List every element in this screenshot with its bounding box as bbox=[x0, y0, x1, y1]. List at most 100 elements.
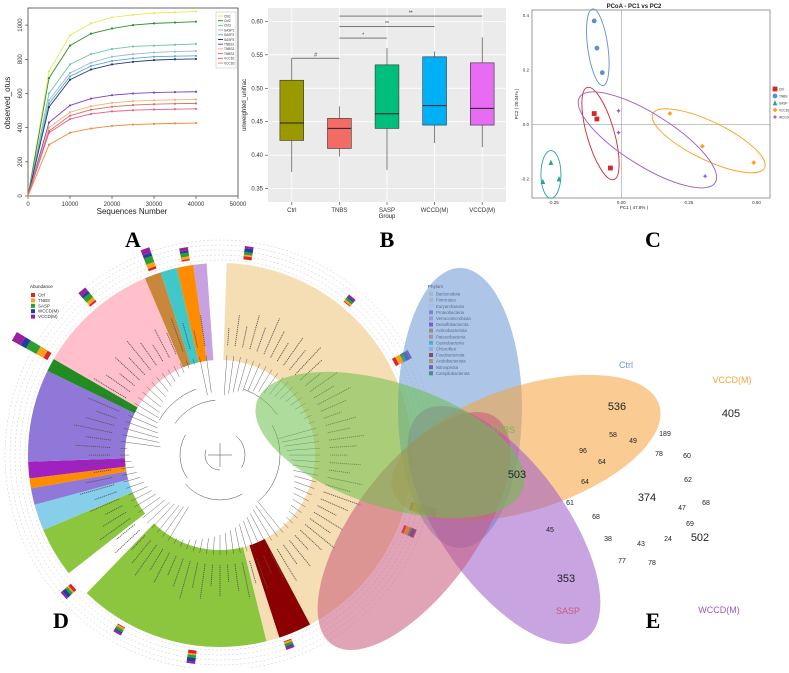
rarefaction-point bbox=[132, 57, 134, 59]
rarefaction-point bbox=[132, 53, 134, 55]
rarefaction-point bbox=[111, 27, 113, 29]
pcoa-xlabel: PC1 ( 47.8% ) bbox=[620, 205, 649, 210]
rarefaction-point bbox=[27, 195, 29, 197]
abundance-legend-swatch bbox=[31, 304, 35, 308]
venn-overlap-count: 62 bbox=[684, 477, 692, 484]
pcoa-xtick-label: 0.25 bbox=[684, 200, 693, 205]
rarefaction-point bbox=[48, 127, 50, 129]
rarefaction-point bbox=[195, 43, 197, 45]
boxplot-box bbox=[375, 65, 399, 129]
rarefaction-point bbox=[153, 56, 155, 58]
rarefaction-point bbox=[153, 123, 155, 125]
venn-unique-count: 503 bbox=[508, 469, 526, 481]
abundance-legend-label: SASP bbox=[38, 303, 50, 308]
rarefaction-legend-label: SASP1 bbox=[224, 28, 235, 32]
panel-label-d: D bbox=[53, 608, 69, 633]
rarefaction-legend-label: Ctrl1 bbox=[224, 14, 231, 18]
rarefaction-point bbox=[195, 55, 197, 57]
rarefaction-xtick-label: 10000 bbox=[62, 202, 79, 208]
rarefaction-point bbox=[69, 79, 71, 81]
pcoa-point bbox=[595, 117, 600, 122]
venn-overlap-count: 38 bbox=[604, 536, 612, 543]
rarefaction-point bbox=[153, 108, 155, 110]
venn-overlap-count: 78 bbox=[655, 451, 663, 458]
rarefaction-point bbox=[111, 48, 113, 50]
rarefaction-xtick-label: 50000 bbox=[230, 202, 247, 208]
rarefaction-point bbox=[132, 61, 134, 63]
venn-overlap-count: 189 bbox=[659, 431, 671, 438]
rarefaction-point bbox=[132, 100, 134, 102]
pcoa-point bbox=[592, 111, 597, 116]
rarefaction-point bbox=[111, 125, 113, 127]
venn-overlap-count: 58 bbox=[609, 432, 617, 439]
venn-overlap-count: 60 bbox=[683, 453, 691, 460]
rarefaction-point bbox=[111, 56, 113, 58]
pcoa-legend-label: WCCD(M) bbox=[779, 116, 789, 120]
venn-set-label: Ctrl bbox=[619, 360, 633, 370]
pcoa-ylabel: PC2 ( 20.34% ) bbox=[514, 88, 519, 119]
venn-set-label: SASP bbox=[556, 606, 580, 616]
abundance-legend-swatch bbox=[31, 315, 35, 319]
rarefaction-point bbox=[132, 109, 134, 111]
rarefaction-point bbox=[153, 103, 155, 105]
venn-set-label: WCCD(M) bbox=[698, 605, 739, 615]
rarefaction-point bbox=[195, 58, 197, 60]
rarefaction-ytick-label: 600 bbox=[18, 88, 24, 99]
pcoa-point bbox=[608, 166, 613, 171]
venn-overlap-count: 64 bbox=[598, 459, 606, 466]
rarefaction-point bbox=[90, 105, 92, 107]
venn-overlap-count: 77 bbox=[618, 558, 626, 565]
pcoa-point bbox=[600, 70, 605, 75]
rarefaction-legend-label: Ctrl2 bbox=[224, 19, 231, 23]
rarefaction-point bbox=[132, 104, 134, 106]
rarefaction-point bbox=[90, 113, 92, 115]
venn-overlap-count: 43 bbox=[637, 541, 645, 548]
rarefaction-point bbox=[90, 62, 92, 64]
rarefaction-point bbox=[174, 99, 176, 101]
boxplot-xlabel: Group bbox=[379, 214, 396, 220]
venn-unique-count: 502 bbox=[691, 532, 709, 544]
pcoa-plot-frame bbox=[532, 10, 770, 198]
rarefaction-legend: Ctrl1Ctrl2Ctrl3SASP1SASP2SASP3TNBS1TNBS2… bbox=[216, 12, 236, 68]
rarefaction-ytick-label: 0 bbox=[18, 194, 24, 198]
pcoa-ytick-label: 0.2 bbox=[523, 67, 530, 72]
venn-overlap-count: 45 bbox=[546, 527, 554, 534]
venn-unique-count: 353 bbox=[557, 573, 575, 585]
rarefaction-point bbox=[174, 21, 176, 23]
boxplot-xtick-label: VCCD(M) bbox=[469, 208, 495, 214]
boxplot-box bbox=[280, 80, 304, 140]
rarefaction-legend-label: Ctrl3 bbox=[224, 24, 231, 28]
abundance-legend-label: VCCD(M) bbox=[38, 314, 58, 319]
abundance-legend-title: Abundance bbox=[30, 284, 53, 289]
rarefaction-point bbox=[111, 106, 113, 108]
pcoa-xtick-label: -0.25 bbox=[549, 200, 560, 205]
rarefaction-point bbox=[153, 59, 155, 61]
pcoa-legend-label: TNBS bbox=[779, 95, 788, 99]
abundance-legend-label: TNBS bbox=[38, 298, 50, 303]
abundance-legend-swatch bbox=[31, 298, 35, 302]
venn-set-label: VCCD(M) bbox=[713, 375, 752, 385]
pcoa-legend-label: VCCD(M) bbox=[779, 109, 789, 113]
venn-overlap-count: 78 bbox=[648, 560, 656, 567]
rarefaction-point bbox=[153, 99, 155, 101]
rarefaction-point bbox=[174, 108, 176, 110]
rarefaction-point bbox=[48, 121, 50, 123]
rarefaction-legend-label: VCCD2 bbox=[224, 61, 235, 65]
rarefaction-point bbox=[69, 75, 71, 77]
boxplot-ytick-label: 0.50 bbox=[251, 86, 263, 92]
rarefaction-legend-label: TNBS2 bbox=[224, 47, 235, 51]
rarefaction-point bbox=[90, 97, 92, 99]
venn-center-count: 374 bbox=[638, 492, 656, 504]
rarefaction-point bbox=[174, 91, 176, 93]
panel-label-c: C bbox=[645, 227, 661, 252]
pcoa-legend-swatch bbox=[773, 115, 778, 120]
significance-label: * bbox=[362, 33, 364, 39]
boxplot-ylabel: unweighted_unifrac bbox=[242, 79, 248, 131]
pcoa-title: PCoA - PC1 vs PC2 bbox=[607, 4, 662, 10]
rarefaction-point bbox=[48, 77, 50, 79]
rarefaction-point bbox=[174, 58, 176, 60]
rarefaction-point bbox=[111, 110, 113, 112]
rarefaction-point bbox=[153, 45, 155, 47]
